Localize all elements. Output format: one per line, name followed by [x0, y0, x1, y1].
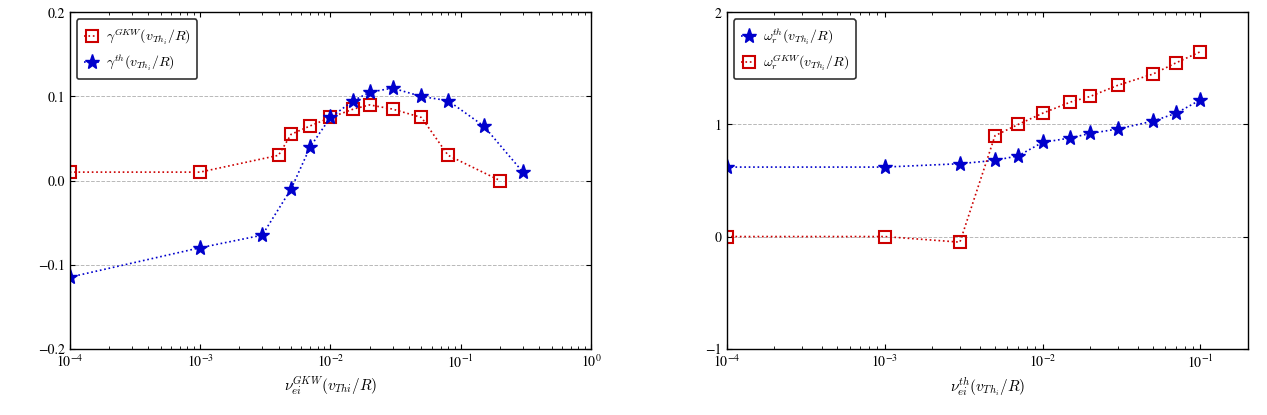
$\omega_r^{GKW}(v_{Th_i}/R)$: [877, 234, 892, 239]
X-axis label: $\nu_{ei}^{GKW}(v_{Thi}/R)$: $\nu_{ei}^{GKW}(v_{Thi}/R)$: [284, 375, 378, 397]
Legend: $\omega_r^{th}(v_{Th_i}/R)$, $\omega_r^{GKW}(v_{Th_i}/R)$: $\omega_r^{th}(v_{Th_i}/R)$, $\omega_r^{…: [734, 20, 855, 80]
$\gamma^{GKW}(v_{Th_i}/R)$: [385, 107, 400, 112]
$\omega_r^{th}(v_{Th_i}/R)$: [1035, 140, 1050, 145]
X-axis label: $\nu_{ei}^{th}(v_{Th_i}/R)$: $\nu_{ei}^{th}(v_{Th_i}/R)$: [950, 375, 1025, 398]
$\gamma^{GKW}(v_{Th_i}/R)$: [493, 178, 508, 183]
$\gamma^{GKW}(v_{Th_i}/R)$: [303, 123, 318, 128]
$\gamma^{th}(v_{Th_i}/R)$: [385, 85, 400, 90]
Line: $\omega_r^{th}(v_{Th_i}/R)$: $\omega_r^{th}(v_{Th_i}/R)$: [718, 92, 1209, 175]
$\gamma^{th}(v_{Th_i}/R)$: [516, 170, 531, 175]
$\omega_r^{th}(v_{Th_i}/R)$: [1082, 131, 1097, 136]
$\omega_r^{GKW}(v_{Th_i}/R)$: [1035, 111, 1050, 116]
$\gamma^{th}(v_{Th_i}/R)$: [476, 123, 492, 128]
$\gamma^{GKW}(v_{Th_i}/R)$: [284, 132, 299, 137]
$\omega_r^{GKW}(v_{Th_i}/R)$: [953, 239, 968, 244]
$\omega_r^{GKW}(v_{Th_i}/R)$: [1145, 71, 1161, 76]
$\gamma^{GKW}(v_{Th_i}/R)$: [362, 103, 378, 107]
$\gamma^{th}(v_{Th_i}/R)$: [362, 90, 378, 95]
$\omega_r^{GKW}(v_{Th_i}/R)$: [987, 133, 1002, 138]
$\gamma^{th}(v_{Th_i}/R)$: [441, 98, 456, 103]
Legend: $\gamma^{GKW}(v_{Th_i}/R)$, $\gamma^{th}(v_{Th_i}/R)$: $\gamma^{GKW}(v_{Th_i}/R)$, $\gamma^{th}…: [76, 20, 198, 80]
$\gamma^{th}(v_{Th_i}/R)$: [323, 115, 338, 120]
Line: $\omega_r^{GKW}(v_{Th_i}/R)$: $\omega_r^{GKW}(v_{Th_i}/R)$: [721, 46, 1206, 248]
$\omega_r^{th}(v_{Th_i}/R)$: [1145, 119, 1161, 124]
$\gamma^{th}(v_{Th_i}/R)$: [284, 186, 299, 191]
$\gamma^{th}(v_{Th_i}/R)$: [193, 245, 208, 250]
$\gamma^{th}(v_{Th_i}/R)$: [255, 233, 270, 238]
$\omega_r^{th}(v_{Th_i}/R)$: [877, 165, 892, 170]
$\omega_r^{th}(v_{Th_i}/R)$: [953, 161, 968, 166]
$\omega_r^{th}(v_{Th_i}/R)$: [1192, 98, 1207, 103]
Line: $\gamma^{GKW}(v_{Th_i}/R)$: $\gamma^{GKW}(v_{Th_i}/R)$: [65, 99, 506, 186]
$\omega_r^{GKW}(v_{Th_i}/R)$: [1192, 49, 1207, 54]
Line: $\gamma^{th}(v_{Th_i}/R)$: $\gamma^{th}(v_{Th_i}/R)$: [62, 81, 531, 285]
$\omega_r^{th}(v_{Th_i}/R)$: [987, 158, 1002, 163]
$\gamma^{GKW}(v_{Th_i}/R)$: [323, 115, 338, 120]
$\gamma^{GKW}(v_{Th_i}/R)$: [62, 170, 77, 175]
$\omega_r^{th}(v_{Th_i}/R)$: [718, 165, 734, 170]
$\omega_r^{GKW}(v_{Th_i}/R)$: [1082, 94, 1097, 99]
$\omega_r^{GKW}(v_{Th_i}/R)$: [1011, 122, 1026, 127]
$\omega_r^{GKW}(v_{Th_i}/R)$: [1063, 100, 1078, 105]
$\gamma^{GKW}(v_{Th_i}/R)$: [414, 115, 430, 120]
$\gamma^{th}(v_{Th_i}/R)$: [346, 98, 361, 103]
$\omega_r^{GKW}(v_{Th_i}/R)$: [1168, 60, 1183, 65]
$\gamma^{GKW}(v_{Th_i}/R)$: [271, 153, 286, 158]
$\gamma^{GKW}(v_{Th_i}/R)$: [441, 153, 456, 158]
$\gamma^{GKW}(v_{Th_i}/R)$: [193, 170, 208, 175]
$\omega_r^{GKW}(v_{Th_i}/R)$: [718, 234, 734, 239]
$\gamma^{th}(v_{Th_i}/R)$: [414, 94, 430, 99]
$\omega_r^{th}(v_{Th_i}/R)$: [1110, 127, 1125, 132]
$\omega_r^{GKW}(v_{Th_i}/R)$: [1110, 83, 1125, 88]
$\omega_r^{th}(v_{Th_i}/R)$: [1063, 135, 1078, 140]
$\gamma^{GKW}(v_{Th_i}/R)$: [346, 107, 361, 112]
$\gamma^{th}(v_{Th_i}/R)$: [62, 275, 77, 280]
$\omega_r^{th}(v_{Th_i}/R)$: [1011, 154, 1026, 159]
$\gamma^{th}(v_{Th_i}/R)$: [303, 144, 318, 149]
$\omega_r^{th}(v_{Th_i}/R)$: [1168, 111, 1183, 116]
